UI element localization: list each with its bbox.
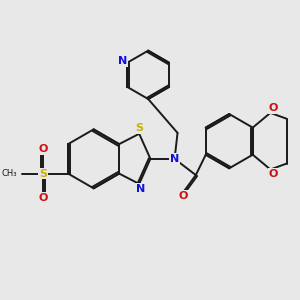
Text: CH₃: CH₃ [2,169,17,178]
Text: O: O [269,103,278,113]
Text: N: N [118,56,128,66]
Text: S: S [39,169,47,178]
Text: O: O [38,193,48,203]
Text: O: O [38,144,48,154]
Text: N: N [136,184,145,194]
Text: N: N [170,154,179,164]
Text: S: S [135,124,143,134]
Text: O: O [269,169,278,179]
Text: O: O [178,191,188,201]
